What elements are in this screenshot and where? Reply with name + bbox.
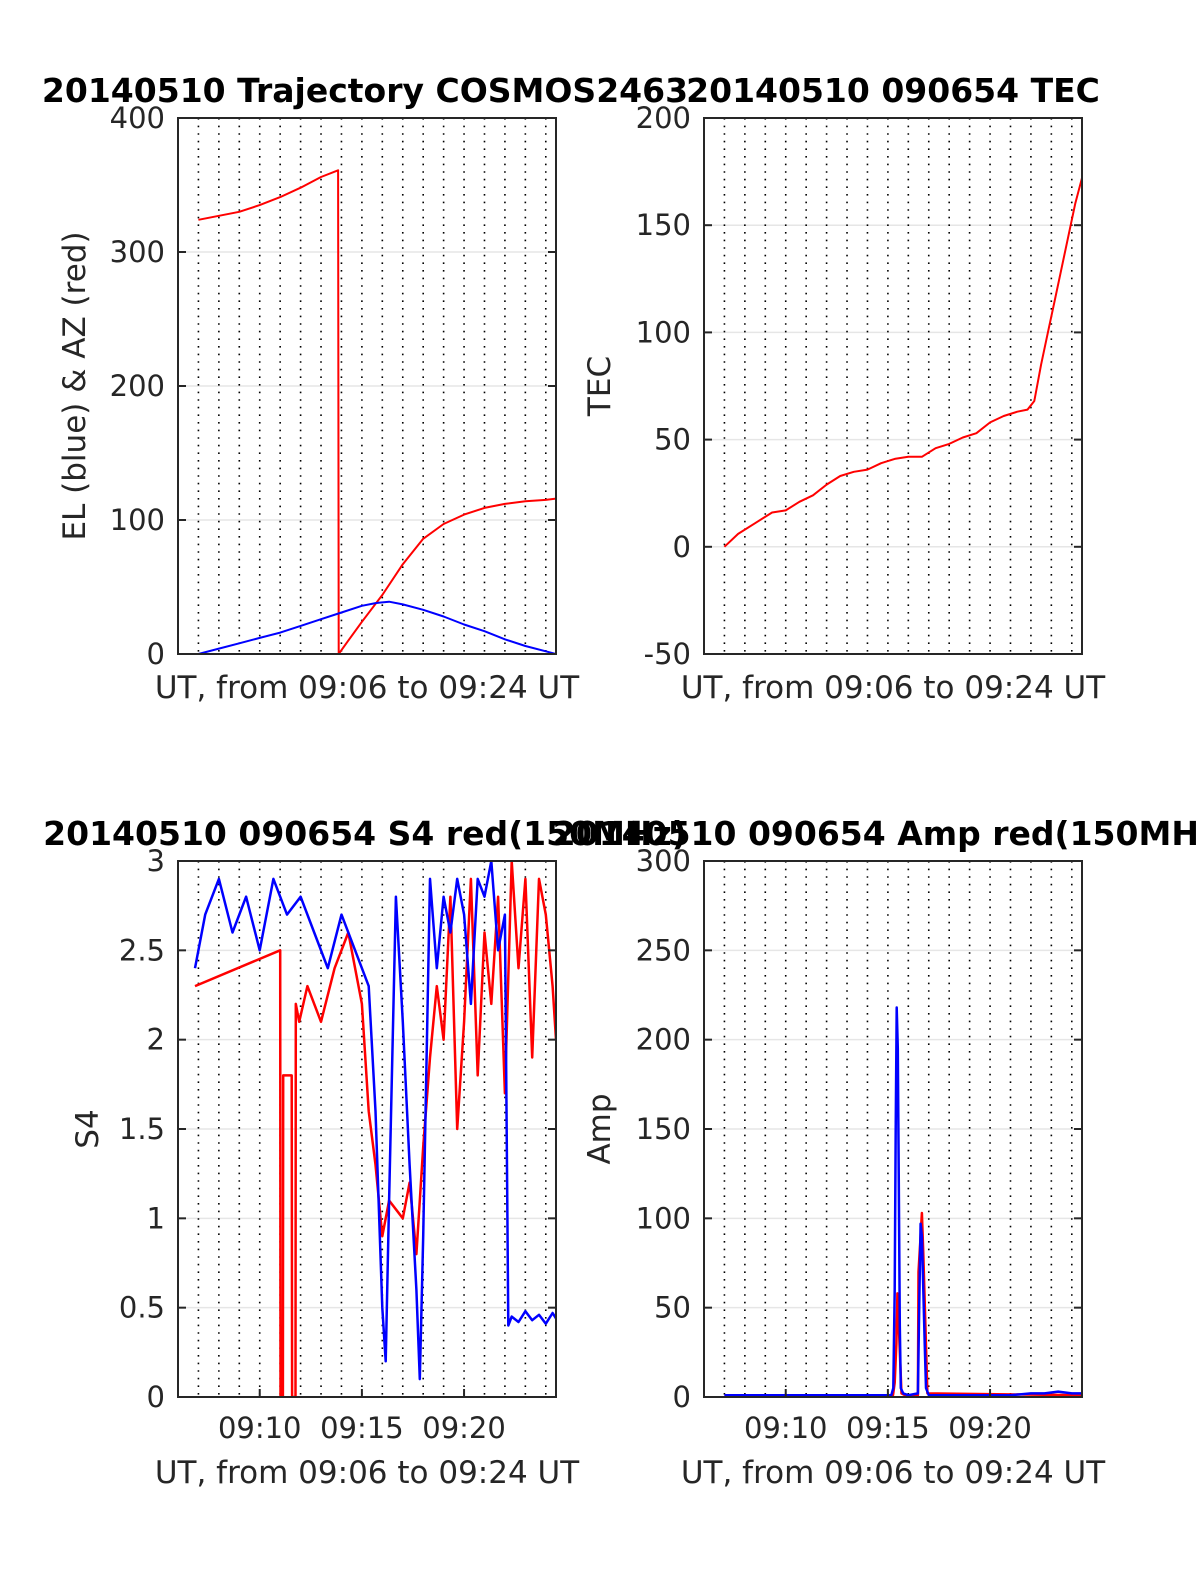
series-line-red — [723, 177, 1082, 548]
chart-title: 20140510 090654 TEC — [686, 71, 1100, 110]
y-tick-label: 100 — [110, 503, 165, 537]
y-tick-label: 100 — [636, 1201, 691, 1235]
chart-title: 20140510 090654 Amp red(150MHz) — [553, 814, 1200, 853]
series-line-red — [724, 1211, 1082, 1397]
series-line-blue — [198, 600, 556, 654]
y-tick-label: 150 — [636, 208, 691, 242]
series-line-red — [198, 169, 556, 654]
chart-title: 20140510 090654 S4 red(150MHz) — [43, 814, 687, 853]
tec-panel: -50 0 50 100 150 200 UT, from 09:06 to 09:24 U… — [582, 71, 1106, 706]
y-tick-label: 0 — [147, 1380, 165, 1414]
y-tick-label: 150 — [636, 1112, 691, 1146]
y-tick-label: 50 — [654, 1291, 691, 1325]
y-tick-label: 2.5 — [119, 933, 165, 967]
x-tick-label: 09:10 — [218, 1411, 302, 1445]
x-tick-label: 09:10 — [744, 1411, 828, 1445]
x-axis-label: UT, from 09:06 to 09:24 UT — [681, 1455, 1106, 1491]
y-tick-label: 3 — [147, 844, 165, 878]
y-axis-label: S4 — [70, 1109, 106, 1148]
trajectory-panel: 0 100 200 300 400 UT, from 09:06 to 09:24 UT E… — [42, 71, 688, 706]
y-tick-label: 0 — [673, 1380, 691, 1414]
y-tick-label: 0 — [147, 637, 165, 671]
axes-frame — [703, 117, 1083, 655]
chart-title: 20140510 Trajectory COSMOS2463 — [42, 71, 688, 110]
y-tick-label: 200 — [110, 369, 165, 403]
x-axis-label: UT, from 09:06 to 09:24 UT — [681, 670, 1106, 706]
y-tick-label: 200 — [636, 101, 691, 135]
x-tick-label: 09:15 — [846, 1411, 930, 1445]
y-tick-label: 2 — [147, 1023, 165, 1057]
y-tick-label: 50 — [654, 423, 691, 457]
s4-panel: 0 0.5 1 1.5 2 2.5 3 09:10 09:15 09:20 UT, from 09:… — [43, 814, 687, 1491]
y-tick-label: 300 — [110, 235, 165, 269]
y-tick-label: 100 — [636, 315, 691, 349]
series-line-blue — [193, 861, 556, 1381]
y-tick-label: 0.5 — [119, 1291, 165, 1325]
y-tick-label: -50 — [644, 637, 691, 671]
y-tick-label: 250 — [636, 933, 691, 967]
y-axis-label: EL (blue) & AZ (red) — [57, 231, 93, 540]
series-line-blue — [724, 1006, 1082, 1397]
y-tick-label: 0 — [673, 530, 691, 564]
x-axis-label: UT, from 09:06 to 09:24 UT — [155, 670, 580, 706]
x-tick-label: 09:15 — [320, 1411, 404, 1445]
x-tick-label: 09:20 — [948, 1411, 1032, 1445]
y-tick-label: 1 — [147, 1201, 165, 1235]
x-axis-label: UT, from 09:06 to 09:24 UT — [155, 1455, 580, 1491]
series-line-red — [194, 861, 556, 1397]
x-tick-label: 09:20 — [422, 1411, 506, 1445]
y-axis-label: TEC — [582, 356, 618, 417]
y-tick-label: 1.5 — [119, 1112, 165, 1146]
amp-panel: 0 50 100 150 200 250 300 09:10 09:15 09:20 UT, fro… — [553, 814, 1200, 1491]
y-tick-label: 200 — [636, 1023, 691, 1057]
y-tick-label: 400 — [110, 101, 165, 135]
y-tick-label: 300 — [636, 844, 691, 878]
y-axis-label: Amp — [582, 1093, 618, 1164]
